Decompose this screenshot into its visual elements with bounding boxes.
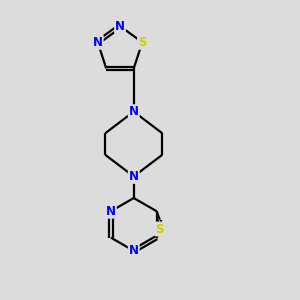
Text: N: N <box>129 170 139 183</box>
Text: N: N <box>93 36 103 49</box>
Text: S: S <box>156 223 164 236</box>
Text: N: N <box>129 244 139 257</box>
Text: N: N <box>129 105 139 118</box>
Text: N: N <box>106 205 116 218</box>
Text: N: N <box>115 20 125 33</box>
Text: S: S <box>138 36 146 49</box>
